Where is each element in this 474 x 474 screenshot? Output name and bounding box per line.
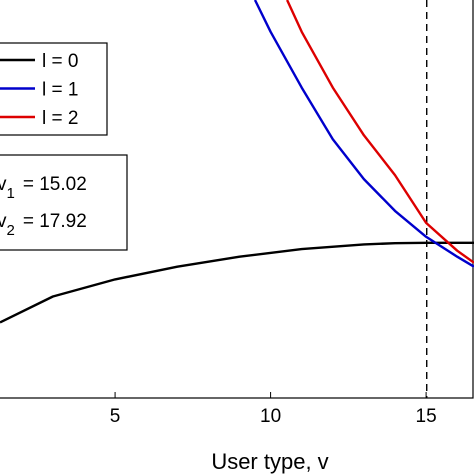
line bbox=[0, 241, 474, 324]
legend-label: l = 1 bbox=[42, 80, 78, 101]
plot-frame bbox=[0, 0, 474, 399]
x-tick-label: 5 bbox=[110, 406, 121, 427]
line bbox=[286, 0, 474, 264]
legend-label: l = 2 bbox=[42, 108, 78, 129]
annotation: v1 = 15.02 bbox=[0, 174, 87, 202]
annotation-sub: 2 bbox=[7, 222, 15, 239]
annotation-box bbox=[0, 154, 128, 251]
annotation-symbol: v bbox=[0, 211, 7, 232]
annotation: v2 = 17.92 bbox=[0, 211, 87, 239]
annotation-text: = 17.92 bbox=[23, 211, 87, 232]
line bbox=[253, 0, 474, 268]
annotation-sub: 1 bbox=[7, 185, 15, 202]
legend-label: l = 0 bbox=[42, 51, 78, 72]
annotation-symbol: v bbox=[0, 174, 7, 195]
x-tick-label: 10 bbox=[260, 406, 281, 427]
x-axis-label: User type, v bbox=[211, 449, 328, 474]
annotation-text: = 15.02 bbox=[23, 174, 87, 195]
x-tick-label: 15 bbox=[416, 406, 437, 427]
